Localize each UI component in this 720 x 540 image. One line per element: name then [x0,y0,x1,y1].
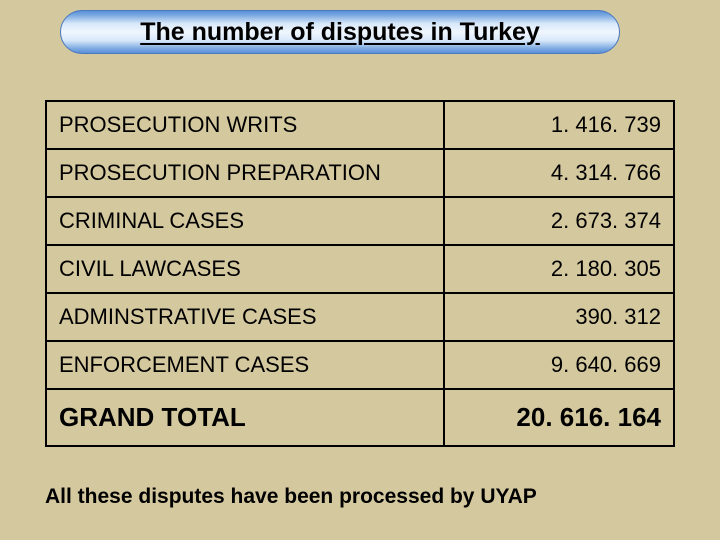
total-value: 20. 616. 164 [444,389,674,446]
row-value: 9. 640. 669 [444,341,674,389]
table-row: PROSECUTION WRITS 1. 416. 739 [46,101,674,149]
row-label: PROSECUTION PREPARATION [46,149,444,197]
row-label: ADMINSTRATIVE CASES [46,293,444,341]
row-value: 4. 314. 766 [444,149,674,197]
row-value: 2. 673. 374 [444,197,674,245]
row-label: PROSECUTION WRITS [46,101,444,149]
total-label: GRAND TOTAL [46,389,444,446]
table-row: CRIMINAL CASES 2. 673. 374 [46,197,674,245]
table-row: CIVIL LAWCASES 2. 180. 305 [46,245,674,293]
row-label: CIVIL LAWCASES [46,245,444,293]
title-banner: The number of disputes in Turkey [60,10,620,54]
table-row: ADMINSTRATIVE CASES 390. 312 [46,293,674,341]
table-total-row: GRAND TOTAL 20. 616. 164 [46,389,674,446]
table-row: PROSECUTION PREPARATION 4. 314. 766 [46,149,674,197]
row-label: ENFORCEMENT CASES [46,341,444,389]
table-row: ENFORCEMENT CASES 9. 640. 669 [46,341,674,389]
disputes-table: PROSECUTION WRITS 1. 416. 739 PROSECUTIO… [45,100,675,447]
row-value: 1. 416. 739 [444,101,674,149]
row-value: 2. 180. 305 [444,245,674,293]
row-label: CRIMINAL CASES [46,197,444,245]
row-value: 390. 312 [444,293,674,341]
page-title: The number of disputes in Turkey [140,18,540,47]
footer-note: All these disputes have been processed b… [45,485,537,509]
